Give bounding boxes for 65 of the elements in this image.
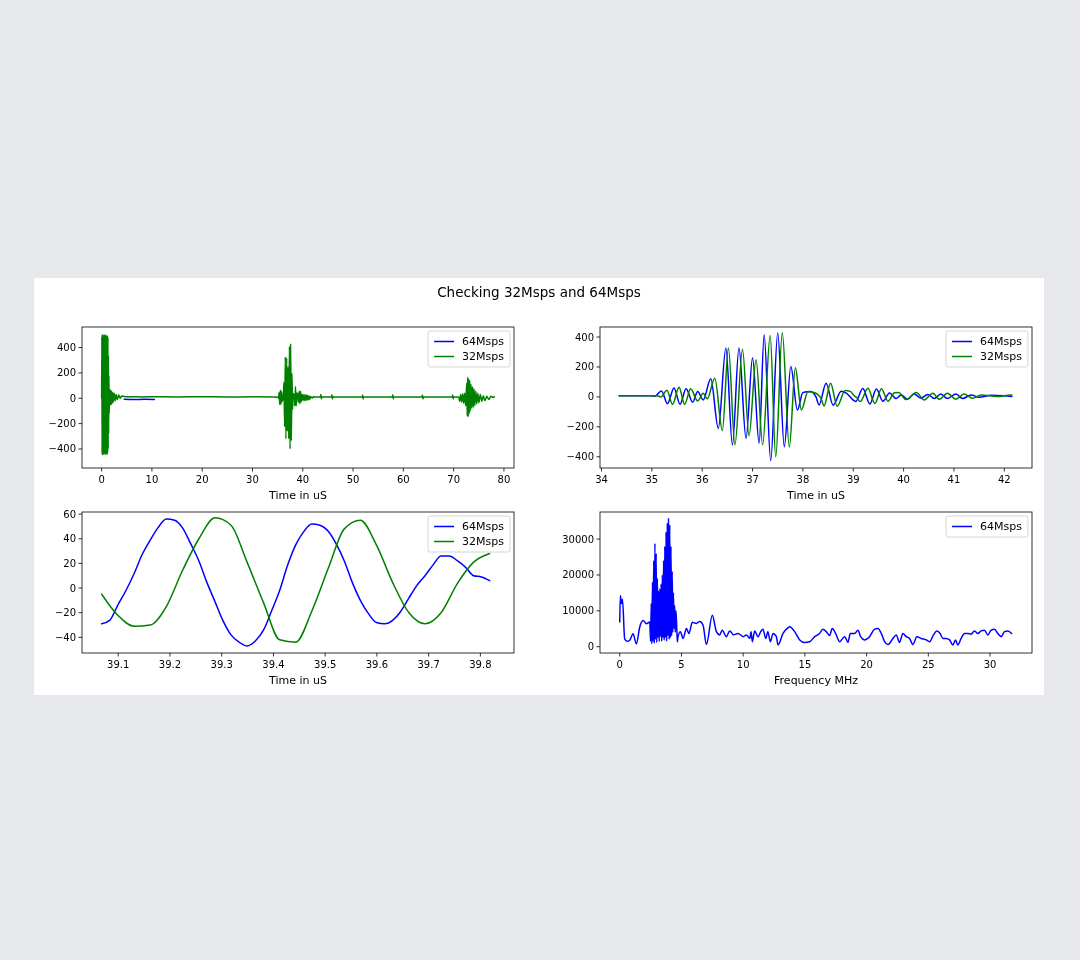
y-tick-label: 0 — [69, 392, 76, 404]
x-tick-label: 30 — [983, 659, 997, 670]
x-tick-label: 20 — [860, 659, 873, 670]
x-tick-label: 70 — [447, 474, 461, 485]
x-tick-label: 5 — [678, 659, 685, 670]
y-tick-label: 0 — [587, 641, 594, 653]
x-tick-label: 39.4 — [262, 659, 285, 670]
y-tick-label: 0 — [587, 391, 594, 403]
x-tick-label: 39.6 — [365, 659, 389, 670]
x-tick-label: 30 — [246, 474, 259, 485]
x-axis-title: Time in uS — [268, 489, 327, 502]
x-tick-label: 10 — [736, 659, 750, 670]
legend-label: 32Msps — [980, 350, 1023, 364]
x-axis-title: Frequency MHz — [774, 674, 859, 687]
x-tick-label: 39 — [846, 474, 860, 485]
legend-label: 32Msps — [462, 350, 505, 364]
x-tick-label: 40 — [897, 474, 910, 485]
x-tick-label: 35 — [645, 474, 659, 485]
legend-label: 32Msps — [462, 535, 505, 549]
x-tick-label: 60 — [396, 474, 410, 485]
y-tick-label: 200 — [574, 361, 594, 373]
legend-label: 64Msps — [462, 335, 505, 349]
x-tick-label: 0 — [98, 474, 105, 485]
x-tick-label: 34 — [595, 474, 608, 485]
y-tick-label: 400 — [574, 331, 594, 343]
x-tick-label: 0 — [616, 659, 623, 670]
y-tick-label: 400 — [56, 342, 76, 354]
x-tick-label: 20 — [195, 474, 209, 485]
y-tick-label: −400 — [48, 443, 76, 455]
legend-label: 64Msps — [980, 335, 1023, 349]
legend-label: 64Msps — [462, 520, 505, 534]
y-tick-label: 200 — [56, 367, 76, 379]
y-tick-label: 0 — [69, 582, 76, 594]
y-tick-label: 20 — [63, 557, 76, 569]
y-tick-label: −200 — [48, 418, 76, 430]
y-tick-label: 10000 — [562, 605, 594, 617]
x-tick-label: 39.3 — [210, 659, 233, 670]
y-tick-label: 20000 — [562, 569, 594, 581]
x-axis-title: Time in uS — [786, 489, 845, 502]
legend-label: 64Msps — [980, 520, 1023, 534]
x-tick-label: 15 — [798, 659, 812, 670]
x-tick-label: 40 — [296, 474, 310, 485]
y-tick-label: −400 — [566, 451, 594, 463]
x-tick-label: 41 — [947, 474, 961, 485]
x-tick-label: 39.1 — [107, 659, 130, 670]
x-tick-label: 80 — [497, 474, 511, 485]
y-tick-label: 60 — [63, 508, 76, 520]
x-tick-label: 10 — [145, 474, 159, 485]
y-tick-label: −40 — [54, 631, 76, 643]
text: Checking 32Msps and 64Msps — [437, 284, 641, 300]
x-tick-label: 39.2 — [158, 659, 182, 670]
x-tick-label: 38 — [796, 474, 810, 485]
y-tick-label: 30000 — [562, 533, 594, 545]
y-tick-label: 40 — [63, 533, 76, 545]
x-tick-label: 50 — [346, 474, 360, 485]
x-tick-label: 42 — [997, 474, 1011, 485]
y-tick-label: −20 — [54, 607, 76, 619]
x-tick-label: 39.8 — [469, 659, 492, 670]
x-axis-title: Time in uS — [268, 674, 327, 687]
x-tick-label: 39.7 — [417, 659, 440, 670]
x-tick-label: 25 — [921, 659, 935, 670]
x-tick-label: 37 — [746, 474, 759, 485]
y-tick-label: −200 — [566, 421, 594, 433]
x-tick-label: 39.5 — [314, 659, 337, 670]
x-tick-label: 36 — [695, 474, 709, 485]
